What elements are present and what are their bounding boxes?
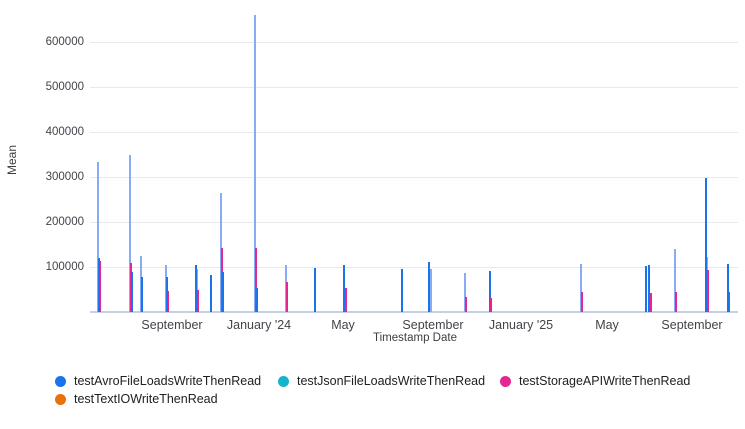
bar-blue <box>98 258 100 312</box>
legend-item[interactable]: testAvroFileLoadsWriteThenRead <box>55 373 261 389</box>
gridline <box>90 177 738 178</box>
bar-blue <box>401 269 403 312</box>
bar-magenta <box>197 289 199 312</box>
bar-magenta <box>490 298 492 312</box>
bar-blue <box>428 262 430 312</box>
bar-blue <box>141 276 143 312</box>
legend-label: testStorageAPIWriteThenRead <box>519 374 691 388</box>
bar-blue <box>131 272 133 312</box>
bar-lightblue <box>580 263 582 312</box>
legend-item[interactable]: testJsonFileLoadsWriteThenRead <box>278 373 485 389</box>
bar-blue <box>256 288 258 312</box>
bar-blue <box>705 178 707 312</box>
gridline <box>90 222 738 223</box>
legend-series-dot-icon <box>55 393 66 405</box>
bar-lightblue <box>254 15 256 312</box>
y-tick-label: 400000 <box>45 126 84 138</box>
bar-blue <box>210 275 212 312</box>
bar-lightblue <box>129 154 131 312</box>
x-tick-label: January '25 <box>488 318 554 332</box>
x-tick-label: September <box>141 318 203 332</box>
bar-blue <box>166 276 168 312</box>
bar-magenta <box>167 290 169 312</box>
bar-lightblue <box>97 162 99 312</box>
bar-lightblue <box>430 268 432 312</box>
x-tick-label: January '24 <box>226 318 292 332</box>
legend-label: testAvroFileLoadsWriteThenRead <box>74 374 262 388</box>
legend-label: testJsonFileLoadsWriteThenRead <box>297 374 486 388</box>
bar-blue <box>195 264 197 312</box>
bar-magenta <box>728 291 730 312</box>
y-tick-label: 300000 <box>45 171 84 183</box>
bar-magenta <box>345 288 347 312</box>
x-axis-baseline <box>90 311 738 313</box>
bar-blue <box>489 270 491 312</box>
legend-series-dot-icon <box>500 375 511 387</box>
y-tick-label: 100000 <box>45 261 84 273</box>
bar-blue <box>222 271 224 312</box>
y-tick-label: 500000 <box>45 81 84 93</box>
bar-magenta <box>675 291 677 312</box>
legend-series-dot-icon <box>278 375 289 387</box>
legend-label: testTextIOWriteThenRead <box>74 392 218 406</box>
x-axis-title: Timestamp Date <box>373 332 457 344</box>
bar-blue <box>727 264 729 312</box>
x-tick-label: May <box>331 318 355 332</box>
bar-magenta <box>650 293 652 312</box>
legend-item[interactable]: testTextIOWriteThenRead <box>55 391 218 407</box>
bar-magenta <box>465 297 467 312</box>
x-tick-label: May <box>595 318 619 332</box>
bar-blue <box>645 265 647 312</box>
bar-lightblue <box>464 272 466 312</box>
y-tick-label: 600000 <box>45 36 84 48</box>
gridline <box>90 267 738 268</box>
gridline <box>90 42 738 43</box>
bar-lightblue <box>674 249 676 312</box>
gridline <box>90 87 738 88</box>
bar-magenta <box>99 261 101 312</box>
bar-blue <box>343 265 345 312</box>
bar-blue <box>314 268 316 312</box>
legend-item[interactable]: testStorageAPIWriteThenRead <box>500 373 690 389</box>
bar-magenta <box>286 281 288 312</box>
bar-magenta <box>707 270 709 312</box>
x-tick-label: September <box>661 318 723 332</box>
y-tick-label: 200000 <box>45 216 84 228</box>
bar-magenta <box>255 248 257 312</box>
bar-magenta <box>581 291 583 312</box>
bar-blue <box>648 264 650 312</box>
legend-series-dot-icon <box>55 375 66 387</box>
gridline <box>90 132 738 133</box>
x-tick-label: September <box>402 318 464 332</box>
